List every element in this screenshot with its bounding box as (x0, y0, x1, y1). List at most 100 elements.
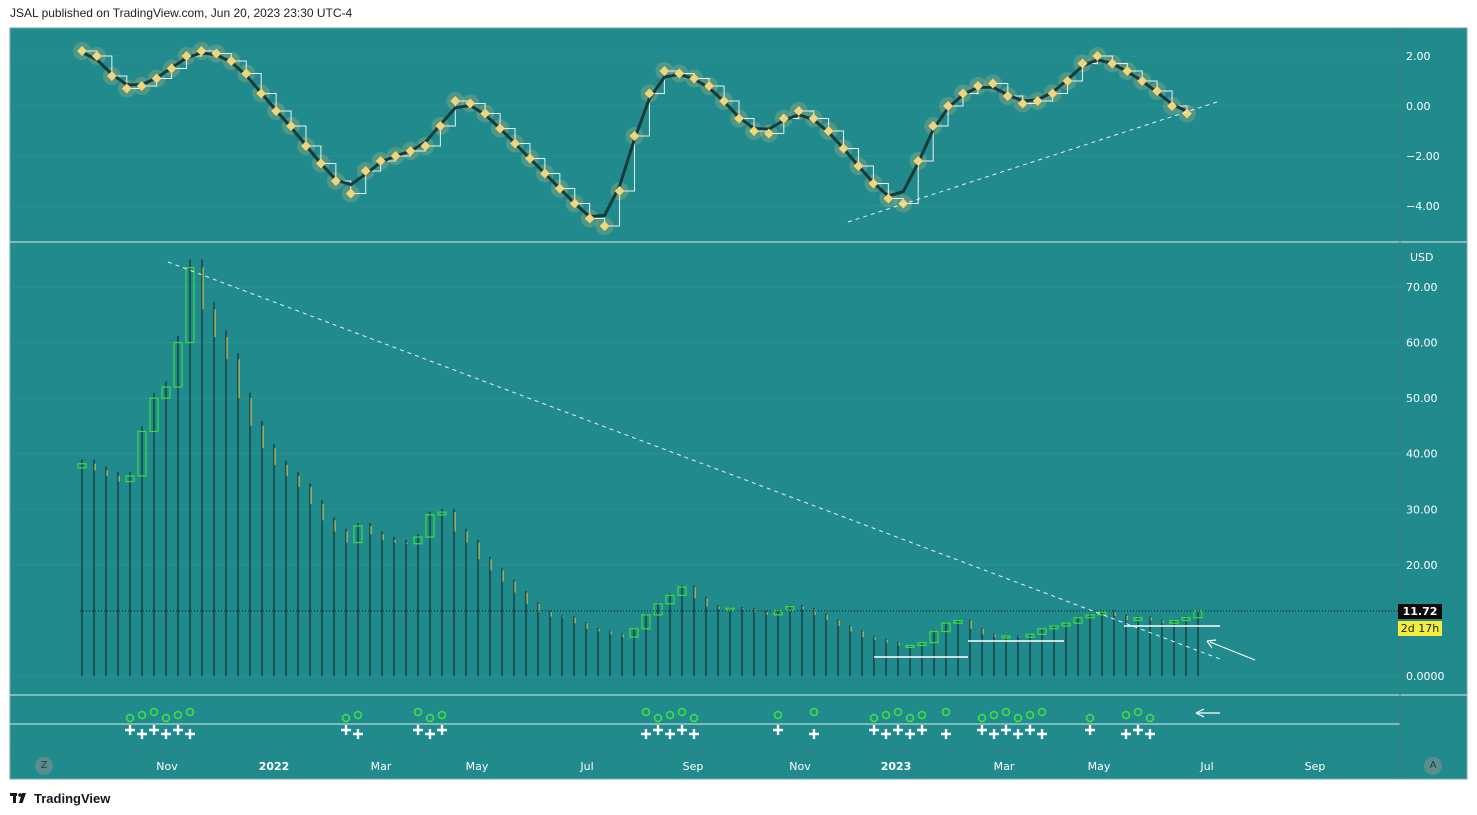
candle-body-up (149, 397, 159, 433)
time-tick-label: 2023 (881, 760, 912, 773)
osc-marker (196, 46, 207, 56)
circle-marker (161, 713, 171, 723)
circle-marker (1121, 710, 1131, 720)
price-axis[interactable]: 70.00 60.00 50.00 40.00 30.00 20.00 0.0000 2.00… (1406, 50, 1445, 683)
candle-body-up (1073, 617, 1083, 624)
price-tick-label: 20.00 (1406, 559, 1438, 572)
time-tick-label: Jul (579, 760, 593, 773)
osc-marker (1077, 58, 1088, 69)
circle-marker (353, 710, 363, 720)
candle-body-up (677, 586, 687, 597)
plus-marker (1037, 729, 1047, 739)
circle-marker (773, 710, 783, 720)
circle-marker (869, 713, 879, 723)
candle-body-up (437, 511, 447, 516)
candle-body-up (653, 603, 663, 616)
last-price-badge: 11.72 (1398, 604, 1442, 619)
candle-body-up (137, 430, 147, 477)
plus-marker (425, 729, 435, 739)
osc-marker (1047, 88, 1058, 99)
grid (10, 55, 1400, 677)
candle-body-up (125, 475, 135, 483)
plus-marker (917, 725, 927, 735)
time-tick-label: Nov (789, 760, 811, 773)
osc-marker (868, 178, 879, 189)
candle-body-up (1049, 625, 1059, 630)
candle-body-up (725, 607, 735, 611)
price-tick-label: 40.00 (1406, 448, 1438, 461)
osc-marker (808, 113, 819, 124)
plus-marker (1085, 725, 1095, 735)
circle-marker (1037, 707, 1047, 717)
plus-marker (905, 729, 915, 739)
plus-marker (1013, 729, 1023, 739)
osc-marker (928, 121, 939, 131)
osc-marker (420, 141, 431, 151)
plus-marker (773, 725, 783, 735)
plus-marker (641, 729, 651, 739)
osc-marker (1032, 96, 1043, 106)
time-tick-label: 2022 (259, 760, 290, 773)
time-tick-label: Mar (371, 760, 392, 773)
plus-marker (149, 725, 159, 735)
osc-marker (510, 138, 520, 149)
osc-marker (972, 81, 983, 91)
candle-body-up (173, 341, 183, 388)
circle-marker (1085, 713, 1095, 723)
arrow-marker-head (1195, 708, 1205, 718)
osc-marker (226, 56, 237, 66)
circle-marker (125, 713, 135, 723)
plus-marker (1121, 729, 1131, 739)
goto-start-button[interactable]: Z (35, 757, 53, 775)
osc-marker (838, 143, 849, 154)
plus-marker (413, 725, 423, 735)
circle-marker (185, 707, 195, 717)
candle-body-up (917, 642, 927, 647)
circle-marker (425, 713, 435, 723)
time-tick-label: Mar (994, 760, 1015, 773)
osc-tick-label: −2.00 (1406, 150, 1440, 163)
osc-marker (136, 81, 147, 91)
price-tick-label: 30.00 (1406, 503, 1438, 516)
osc-tick-label: 0.00 (1406, 100, 1431, 113)
time-tick-label: Nov (156, 760, 178, 773)
plus-marker (353, 729, 363, 739)
osc-marker (301, 141, 311, 151)
plus-marker (185, 729, 195, 739)
osc-trendline (847, 100, 1221, 223)
osc-marker (987, 78, 998, 89)
arrow-price-shaft (1209, 641, 1256, 661)
osc-marker (734, 113, 744, 124)
osc-marker (913, 156, 924, 166)
osc-marker (1122, 66, 1133, 76)
osc-marker (554, 183, 565, 194)
plus-marker (665, 729, 675, 739)
osc-marker (106, 71, 117, 81)
circle-marker (173, 710, 183, 720)
price-tick-label: 0.0000 (1406, 670, 1445, 683)
plus-marker (689, 729, 699, 739)
signal-markers (125, 707, 1155, 739)
circle-marker (917, 710, 927, 720)
chart-background (9, 27, 1468, 780)
circle-marker (437, 710, 447, 720)
circle-marker (1145, 713, 1155, 723)
auto-scale-button[interactable]: A (1424, 757, 1442, 775)
candle-body-up (785, 605, 795, 612)
osc-marker (1062, 76, 1073, 86)
plus-marker (881, 729, 891, 739)
countdown-badge: 2d 17h (1398, 621, 1442, 636)
osc-marker (659, 66, 670, 76)
osc-marker (345, 188, 356, 199)
plus-marker (977, 725, 987, 735)
plus-marker (125, 725, 135, 735)
osc-marker (793, 106, 804, 116)
time-axis[interactable]: Nov 2022 Mar May Jul Sep Nov 2023 Mar May Jul Sep (156, 760, 1325, 773)
circle-marker (1133, 707, 1143, 717)
footer: TradingView (10, 789, 110, 807)
plus-marker (869, 725, 879, 735)
publish-header: JSAL published on TradingView.com, Jun 2… (10, 6, 353, 20)
osc-tick-label: 2.00 (1406, 50, 1431, 63)
osc-marker (689, 73, 700, 84)
